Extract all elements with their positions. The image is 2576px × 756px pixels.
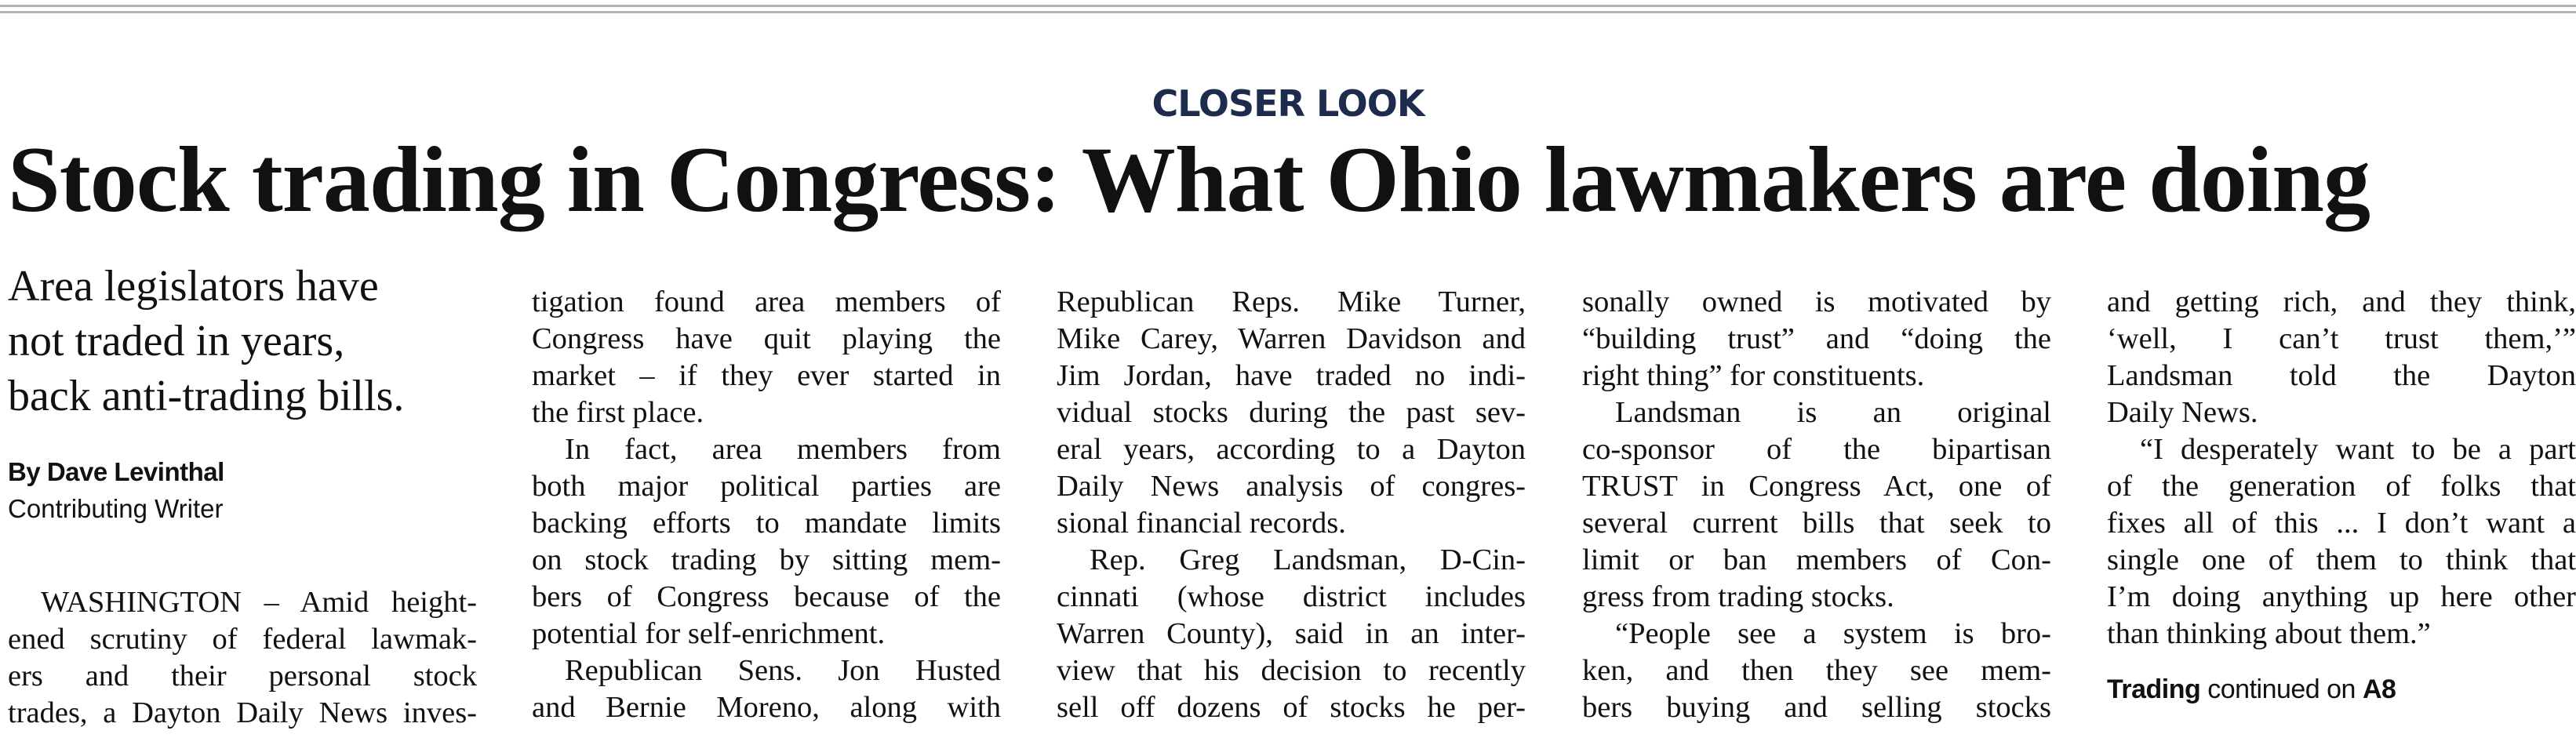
text-line: of the generation of folks that <box>2107 470 2576 503</box>
text-line: “I desperately want to be a part <box>2140 433 2576 466</box>
text-line: Mike Carey, Warren Davidson and <box>1057 322 1526 355</box>
column: tigation found area members of Congress h… <box>532 284 1001 726</box>
text-line: WASHINGTON – Amid height- <box>41 586 477 619</box>
text-line: Republican Sens. Jon Husted <box>565 654 1001 687</box>
text-line: ‘well, I can’t trust them,’” <box>2107 322 2576 355</box>
text-line: sell off dozens of stocks he per- <box>1057 691 1526 724</box>
paragraph: “I desperately want to be a part of the g… <box>2107 431 2576 652</box>
paragraph: In fact, area members from both major pol… <box>532 431 1001 652</box>
text-line: the first place. <box>532 396 704 429</box>
text-line: Republican Reps. Mike Turner, <box>1057 285 1526 318</box>
jump-slug: Trading <box>2107 674 2201 704</box>
text-line: than thinking about them.” <box>2107 617 2431 650</box>
text-line: backing efforts to mandate limits <box>532 507 1001 540</box>
text-line: co-sponsor of the bipartisan <box>1582 433 2051 466</box>
text-line: several current bills that seek to <box>1582 507 2051 540</box>
deck-line: back anti-trading bills. <box>8 372 405 420</box>
byline-role: Contributing Writer <box>8 494 224 523</box>
paragraph: Republican Sens. Jon Husted and Bernie Mo… <box>532 652 1001 726</box>
kicker: CLOSER LOOK <box>1152 82 1424 125</box>
text-line: Landsman told the Dayton <box>2107 359 2576 392</box>
column: WASHINGTON – Amid height-ened scrutiny o… <box>8 584 477 732</box>
text-line: on stock trading by sitting mem- <box>532 543 1001 576</box>
paragraph: WASHINGTON – Amid height-ened scrutiny o… <box>8 584 477 732</box>
text-line: Rep. Greg Landsman, D-Cin- <box>1090 543 1526 576</box>
text-line: tigation found area members of <box>532 285 1001 318</box>
text-line: sonally owned is motivated by <box>1582 285 2051 318</box>
text-line: and getting rich, and they think, <box>2107 285 2576 318</box>
text-line: cinnati (whose district includes <box>1057 580 1526 613</box>
byline: By Dave Levinthal <box>8 457 224 486</box>
text-line: view that his decision to recently <box>1057 654 1526 687</box>
text-line: ken, and then they see mem- <box>1582 654 2051 687</box>
text-line: market – if they ever started in <box>532 359 1001 392</box>
paragraph: Republican Reps. Mike Turner, Mike Carey,… <box>1057 284 1526 542</box>
text-line: and Bernie Moreno, along with <box>532 691 1001 724</box>
text-line: Congress have quit playing the <box>532 322 1001 355</box>
paragraph: “People see a system is bro-ken, and the… <box>1582 616 2051 726</box>
text-line: bers buying and selling stocks <box>1582 691 2051 724</box>
text-line: right thing” for constituents. <box>1582 359 1925 392</box>
text-line: limit or ban members of Con- <box>1582 543 2051 576</box>
text-line: fixes all of this ... I don’t want a <box>2107 507 2576 540</box>
text-line: eral years, according to a Dayton <box>1057 433 1526 466</box>
text-line: Daily News analysis of congres- <box>1057 470 1526 503</box>
text-line: ers and their personal stock <box>8 660 477 692</box>
jump-line: Trading continued on A8 <box>2107 674 2396 705</box>
headline: Stock trading in Congress: What Ohio law… <box>8 127 2370 231</box>
text-line: “People see a system is bro- <box>1615 617 2051 650</box>
jump-text: continued on <box>2207 674 2356 704</box>
paragraph: and getting rich, and they think, ‘well, … <box>2107 284 2576 431</box>
text-line: “building trust” and “doing the <box>1582 322 2051 355</box>
text-line: both major political parties are <box>532 470 1001 503</box>
text-line: bers of Congress because of the <box>532 580 1001 613</box>
text-line: Jim Jordan, have traded no indi- <box>1057 359 1526 392</box>
text-line: ened scrutiny of federal lawmak- <box>8 623 477 656</box>
paragraph: Landsman is an original co-sponsor of the… <box>1582 394 2051 616</box>
text-line: Warren County), said in an inter- <box>1057 617 1526 650</box>
text-line: sional financial records. <box>1057 507 1346 540</box>
deck-line: Area legislators have <box>8 262 379 311</box>
text-line: trades, a Dayton Daily News inves- <box>8 696 477 729</box>
column: Republican Reps. Mike Turner, Mike Carey,… <box>1057 284 1526 726</box>
paragraph: tigation found area members of Congress h… <box>532 284 1001 431</box>
jump-page: A8 <box>2362 674 2396 704</box>
top-rule <box>0 11 2576 13</box>
text-line: In fact, area members from <box>565 433 1001 466</box>
text-line: potential for self-enrichment. <box>532 617 886 650</box>
text-line: I’m doing anything up here other <box>2107 580 2576 613</box>
deck-line: not traded in years, <box>8 317 345 365</box>
paragraph: sonally owned is motivated by “building t… <box>1582 284 2051 394</box>
text-line: single one of them to think that <box>2107 543 2576 576</box>
text-line: vidual stocks during the past sev- <box>1057 396 1526 429</box>
text-line: gress from trading stocks. <box>1582 580 1894 613</box>
paragraph: Rep. Greg Landsman, D-Cin-cinnati (whose… <box>1057 542 1526 726</box>
text-line: Daily News. <box>2107 396 2258 429</box>
text-line: Landsman is an original <box>1615 396 2051 429</box>
deck: Area legislators have not traded in year… <box>8 259 478 423</box>
column: and getting rich, and they think, ‘well, … <box>2107 284 2576 652</box>
text-line: TRUST in Congress Act, one of <box>1582 470 2051 503</box>
column: sonally owned is motivated by “building t… <box>1582 284 2051 726</box>
top-rule <box>0 5 2576 7</box>
